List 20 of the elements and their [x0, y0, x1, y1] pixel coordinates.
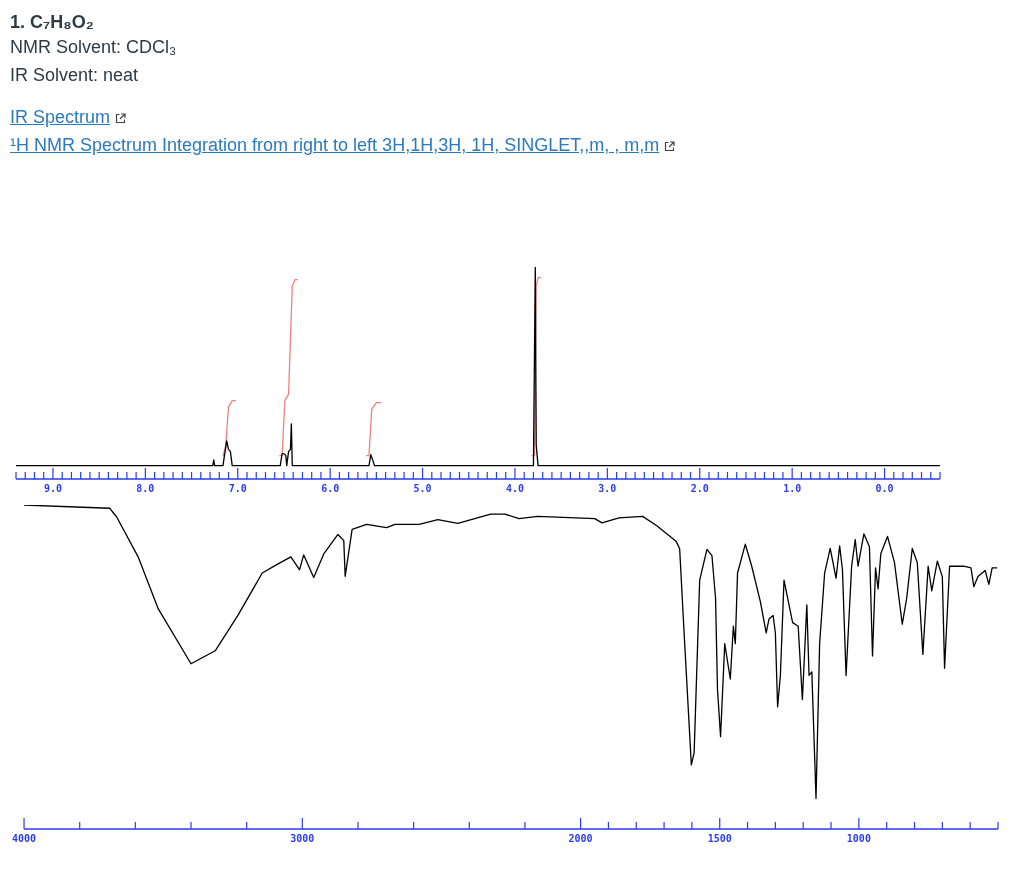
- x-tick-label: 1500: [707, 832, 732, 844]
- x-tick-label: 2000: [568, 832, 593, 844]
- x-tick-label: 7.0: [228, 482, 247, 494]
- x-tick-label: 6.0: [321, 482, 340, 494]
- x-tick-label: 4.0: [505, 482, 524, 494]
- x-tick-label: 1.0: [783, 482, 802, 494]
- text: IR Solvent: neat: [10, 65, 139, 85]
- x-tick-label: 9.0: [43, 482, 62, 494]
- x-tick-label: 0.0: [875, 482, 894, 494]
- x-tick-label: 5.0: [413, 482, 432, 494]
- chart-title: 1. C₇H₈O₂: [10, 12, 95, 33]
- x-tick-label: 4000: [11, 832, 37, 844]
- x-tick-label: 2.0: [690, 482, 709, 494]
- x-tick-label: 8.0: [136, 482, 155, 494]
- x-tick-label: 3000: [290, 832, 315, 844]
- x-tick-label: 3.0: [598, 482, 617, 494]
- text: NMR Solvent: CDCl₃: [10, 37, 177, 57]
- text: IR Spectrum: [10, 107, 111, 127]
- text: ¹H NMR Spectrum Integration from right to left 3H,1H,3H, 1H, SINGLET,,m, , m,m: [10, 135, 660, 155]
- x-tick-label: 1000: [846, 832, 871, 844]
